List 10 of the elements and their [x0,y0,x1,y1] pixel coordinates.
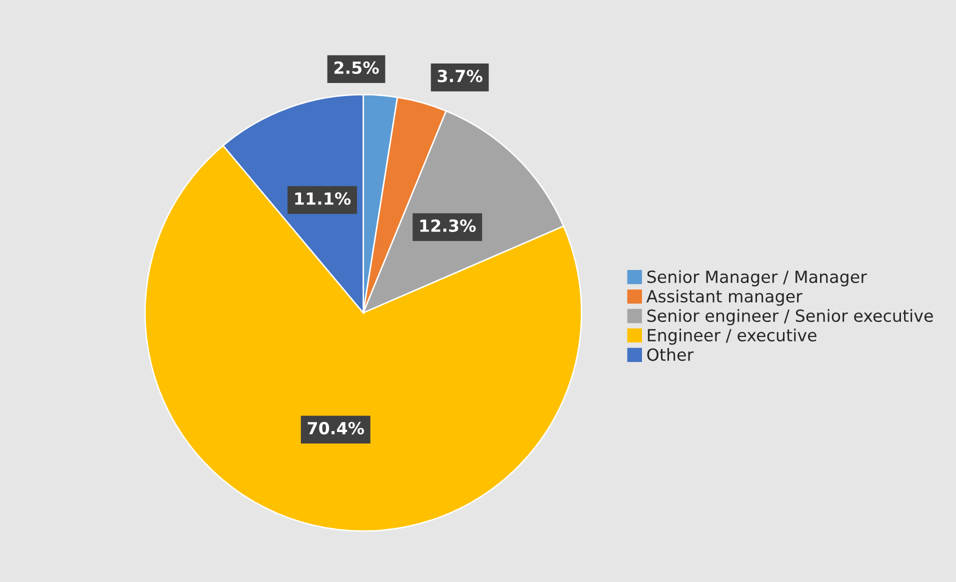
data-label: 70.4% [308,422,364,434]
legend-label: Senior engineer / Senior executive [647,309,933,326]
legend-label: Assistant manager [646,290,802,306]
legend-label: Senior Manager / Manager [647,270,867,286]
data-label: 2.5% [334,61,379,74]
data-label: 3.7% [438,70,482,82]
data-label: 11.1% [295,192,351,205]
legend-label: Other [647,348,694,361]
data-label: 12.3% [420,219,476,232]
legend-label: Engineer / executive [648,328,816,345]
